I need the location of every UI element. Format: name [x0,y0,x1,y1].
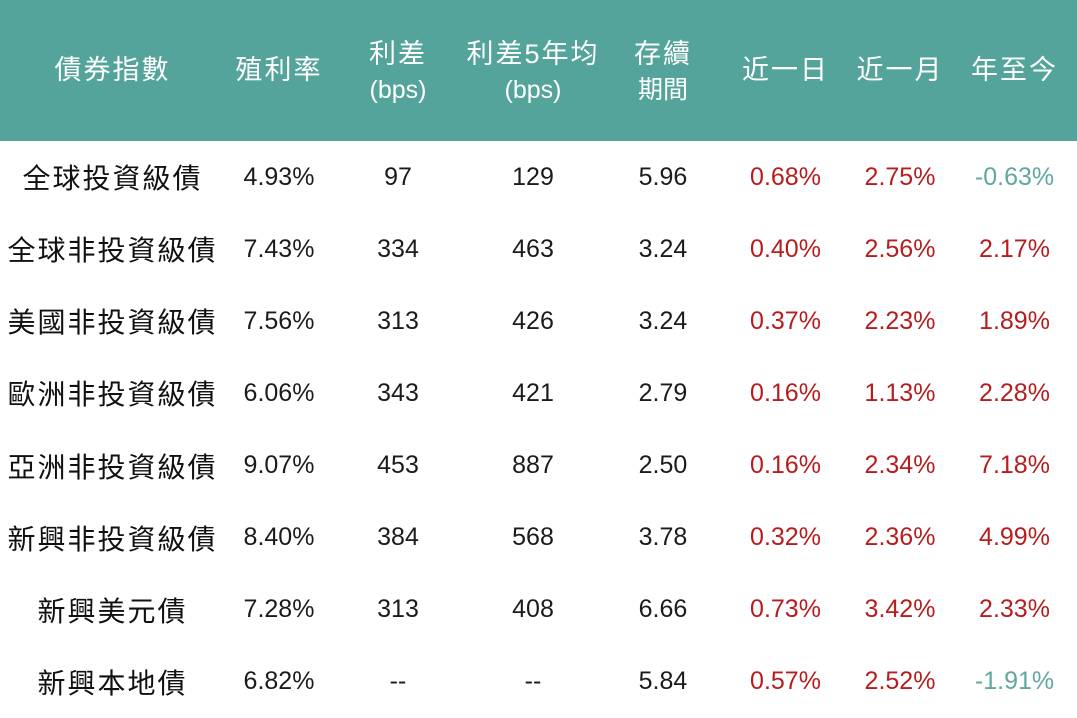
column-header-label: 近一日 [742,54,829,85]
cell-spread_bps: 343 [377,378,419,407]
table-row: 全球非投資級債 7.43% 334 463 3.24 0.40% 2.56% 2.17% [0,213,1077,286]
table-body: 全球投資級債 4.93% 97 129 5.96 0.68% 2.75% -0.63% 全球非投… [0,141,1077,718]
cell-yield: 9.07% [243,451,315,480]
cell-name: 全球投資級債 [22,163,203,195]
cell-yield: 8.40% [243,523,315,552]
column-header-subline: (bps) [504,75,562,104]
cell-one_day: 0.16% [750,378,821,407]
table-row: 歐洲非投資級債 6.06% 343 421 2.79 0.16% 1.13% 2.28% [0,357,1077,430]
cell-one_month: 2.52% [864,667,936,696]
column-header-label: 近一月 [856,54,944,85]
cell-ytd: -0.63% [974,162,1055,191]
cell-duration: 2.50 [638,451,688,480]
column-header-label: 債券指數 [54,54,171,85]
cell-spread_5y_bps: 421 [512,378,554,407]
cell-duration: 5.96 [638,162,688,191]
column-header-spread_5y_bps: 利差5年均 (bps) [463,0,603,141]
cell-one_month: 2.23% [864,306,936,335]
cell-one_day: 0.16% [750,451,821,480]
cell-name: 新興本地債 [37,667,188,699]
cell-name: 亞洲非投資級債 [7,451,218,483]
cell-spread_5y_bps: -- [524,667,542,696]
column-header-label: 殖利率 [235,54,323,85]
cell-name: 全球非投資級債 [7,235,218,267]
header-row: 債券指數 殖利率 利差 (bps) 利差5年均 (bps) 存續 期間 近一日 近一月 年至今 [0,0,1077,141]
column-header-one_month: 近一月 [848,0,952,141]
cell-one_day: 0.32% [750,523,821,552]
cell-ytd: 1.89% [979,306,1050,335]
column-header-label: 存續 [634,38,692,69]
cell-ytd: -1.91% [974,667,1055,696]
cell-spread_bps: 97 [384,162,412,191]
cell-ytd: 4.99% [979,523,1050,552]
cell-spread_5y_bps: 129 [512,162,554,191]
cell-name: 美國非投資級債 [7,307,218,339]
cell-spread_5y_bps: 426 [512,306,554,335]
column-header-label: 利差5年均 [466,38,600,69]
column-header-label: 利差 [369,38,427,69]
column-header-subline: 期間 [637,75,688,104]
cell-name: 新興美元債 [37,595,188,627]
cell-duration: 2.79 [638,378,688,407]
column-header-name: 債券指數 [0,0,225,141]
cell-yield: 7.43% [243,234,315,263]
cell-yield: 6.82% [243,667,315,696]
cell-one_month: 2.56% [864,234,936,263]
cell-one_month: 2.36% [864,523,936,552]
table-row: 新興非投資級債 8.40% 384 568 3.78 0.32% 2.36% 4.99% [0,501,1077,574]
cell-duration: 3.24 [638,306,688,335]
cell-one_day: 0.68% [750,162,821,191]
cell-ytd: 2.28% [979,378,1050,407]
cell-yield: 7.56% [243,306,315,335]
cell-yield: 6.06% [243,378,315,407]
cell-spread_bps: 313 [377,595,419,624]
cell-one_day: 0.73% [750,595,821,624]
column-header-subline: (bps) [369,75,427,104]
cell-name: 新興非投資級債 [7,523,218,555]
cell-one_day: 0.37% [750,306,821,335]
cell-duration: 5.84 [638,667,688,696]
cell-yield: 7.28% [243,595,315,624]
table-row: 全球投資級債 4.93% 97 129 5.96 0.68% 2.75% -0.63% [0,141,1077,214]
cell-spread_bps: 334 [377,234,419,263]
cell-name: 歐洲非投資級債 [7,379,218,411]
cell-ytd: 7.18% [979,451,1050,480]
column-header-spread_bps: 利差 (bps) [333,0,463,141]
cell-spread_bps: 313 [377,306,419,335]
cell-spread_bps: -- [389,667,407,696]
cell-spread_5y_bps: 568 [512,523,554,552]
cell-one_month: 3.42% [864,595,936,624]
cell-ytd: 2.17% [979,234,1050,263]
column-header-duration: 存續 期間 [603,0,723,141]
cell-one_month: 2.34% [864,451,936,480]
cell-duration: 6.66 [638,595,688,624]
cell-duration: 3.24 [638,234,688,263]
table-row: 亞洲非投資級債 9.07% 453 887 2.50 0.16% 2.34% 7.18% [0,429,1077,502]
cell-duration: 3.78 [638,523,688,552]
cell-spread_bps: 453 [377,451,419,480]
cell-ytd: 2.33% [979,595,1050,624]
cell-spread_5y_bps: 887 [512,451,554,480]
cell-one_day: 0.57% [750,667,821,696]
cell-one_day: 0.40% [750,234,821,263]
table-row: 新興美元債 7.28% 313 408 6.66 0.73% 3.42% 2.33% [0,573,1077,646]
column-header-ytd: 年至今 [952,0,1077,141]
cell-spread_5y_bps: 463 [512,234,554,263]
column-header-one_day: 近一日 [723,0,848,141]
table-row: 美國非投資級債 7.56% 313 426 3.24 0.37% 2.23% 1.89% [0,285,1077,358]
column-header-yield: 殖利率 [225,0,333,141]
cell-spread_bps: 384 [377,523,419,552]
table-row: 新興本地債 6.82% -- -- 5.84 0.57% 2.52% -1.91% [0,645,1077,718]
cell-one_month: 1.13% [864,378,936,407]
cell-one_month: 2.75% [864,162,936,191]
cell-spread_5y_bps: 408 [512,595,554,624]
cell-yield: 4.93% [243,162,315,191]
column-header-label: 年至今 [971,54,1058,85]
